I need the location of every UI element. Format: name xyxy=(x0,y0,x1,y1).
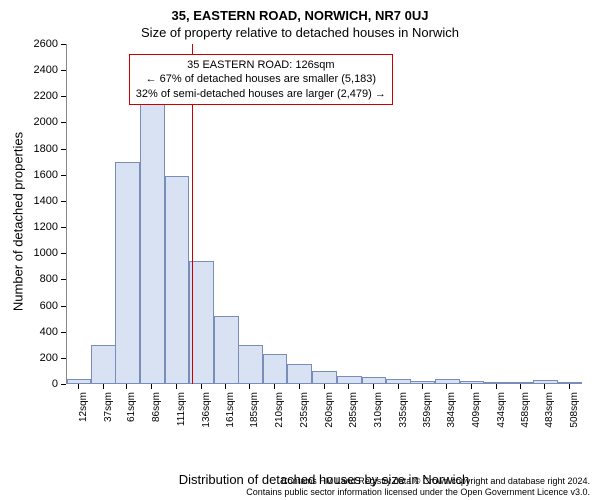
x-tick-mark xyxy=(569,384,570,389)
histogram-bar xyxy=(189,261,214,384)
plot-area: 35 EASTERN ROAD: 126sqm ← 67% of detache… xyxy=(66,44,581,384)
x-tick-label: 310sqm xyxy=(373,392,384,428)
chart-area: Number of detached properties 0200400600… xyxy=(66,44,582,424)
histogram-bar xyxy=(460,381,485,384)
x-tick-label: 37sqm xyxy=(103,392,114,422)
annotation-line3: 32% of semi-detached houses are larger (… xyxy=(136,87,386,101)
x-tick-label: 260sqm xyxy=(324,392,335,428)
y-tick-label: 2200 xyxy=(34,90,58,102)
histogram-bar xyxy=(214,316,239,384)
y-axis-label: Number of detached properties xyxy=(11,132,26,311)
footer-attribution: Contains HM Land Registry data © Crown c… xyxy=(246,476,590,498)
histogram-bar xyxy=(533,380,558,384)
histogram-bar xyxy=(115,162,140,384)
y-tick-label: 2400 xyxy=(34,64,58,76)
histogram-bar xyxy=(337,376,362,384)
x-tick-mark xyxy=(520,384,521,389)
histogram-bar xyxy=(91,345,116,384)
x-tick-mark xyxy=(422,384,423,389)
x-tick-mark xyxy=(103,384,104,389)
x-tick-mark xyxy=(471,384,472,389)
footer-line2: Contains public sector information licen… xyxy=(246,487,590,498)
x-tick-label: 434sqm xyxy=(496,392,507,428)
x-tick-label: 12sqm xyxy=(78,392,89,422)
y-tick-label: 1400 xyxy=(34,195,58,207)
x-tick-mark xyxy=(446,384,447,389)
annotation-box: 35 EASTERN ROAD: 126sqm ← 67% of detache… xyxy=(129,54,393,105)
x-tick-mark xyxy=(398,384,399,389)
y-tick-label: 1000 xyxy=(34,247,58,259)
x-tick-label: 483sqm xyxy=(544,392,555,428)
x-tick-label: 161sqm xyxy=(225,392,236,428)
x-tick-label: 235sqm xyxy=(299,392,310,428)
y-tick-label: 0 xyxy=(52,378,58,390)
x-tick-mark xyxy=(274,384,275,389)
x-tick-mark xyxy=(126,384,127,389)
y-tick-label: 200 xyxy=(40,352,58,364)
x-tick-mark xyxy=(544,384,545,389)
x-tick-mark xyxy=(78,384,79,389)
histogram-bar xyxy=(140,96,165,384)
x-tick-label: 210sqm xyxy=(274,392,285,428)
y-tick-label: 800 xyxy=(40,273,58,285)
annotation-line1: 35 EASTERN ROAD: 126sqm xyxy=(136,58,386,72)
histogram-bar xyxy=(558,382,583,384)
y-tick-label: 400 xyxy=(40,326,58,338)
page-title: 35, EASTERN ROAD, NORWICH, NR7 0UJ xyxy=(8,8,592,23)
x-tick-label: 335sqm xyxy=(398,392,409,428)
x-tick-label: 508sqm xyxy=(569,392,580,428)
x-tick-mark xyxy=(249,384,250,389)
y-tick-label: 1600 xyxy=(34,169,58,181)
histogram-bar xyxy=(312,371,337,384)
y-tick-mark xyxy=(61,384,66,385)
x-tick-mark xyxy=(496,384,497,389)
x-tick-label: 61sqm xyxy=(126,392,137,422)
x-tick-label: 359sqm xyxy=(422,392,433,428)
y-tick-label: 1200 xyxy=(34,221,58,233)
x-tick-mark xyxy=(151,384,152,389)
x-tick-label: 384sqm xyxy=(446,392,457,428)
histogram-bar xyxy=(238,345,263,384)
histogram-bar xyxy=(386,379,411,384)
y-tick-label: 2000 xyxy=(34,116,58,128)
histogram-bar xyxy=(435,379,460,384)
x-tick-mark xyxy=(201,384,202,389)
x-tick-mark xyxy=(299,384,300,389)
x-tick-mark xyxy=(324,384,325,389)
footer-line1: Contains HM Land Registry data © Crown c… xyxy=(246,476,590,487)
histogram-bar xyxy=(484,382,509,384)
x-tick-mark xyxy=(225,384,226,389)
histogram-bar xyxy=(165,176,190,384)
x-tick-label: 86sqm xyxy=(151,392,162,422)
y-tick-label: 2600 xyxy=(34,38,58,50)
histogram-bar xyxy=(67,379,92,384)
x-tick-mark xyxy=(373,384,374,389)
x-tick-label: 409sqm xyxy=(471,392,482,428)
histogram-bar xyxy=(263,354,288,384)
x-tick-label: 136sqm xyxy=(201,392,212,428)
x-tick-label: 285sqm xyxy=(348,392,359,428)
annotation-line2: ← 67% of detached houses are smaller (5,… xyxy=(136,72,386,86)
y-tick-label: 600 xyxy=(40,300,58,312)
x-tick-label: 458sqm xyxy=(520,392,531,428)
x-tick-mark xyxy=(348,384,349,389)
y-tick-label: 1800 xyxy=(34,143,58,155)
histogram-bar xyxy=(287,364,312,384)
x-tick-label: 185sqm xyxy=(249,392,260,428)
x-tick-mark xyxy=(176,384,177,389)
x-tick-label: 111sqm xyxy=(176,392,187,426)
chart-subtitle: Size of property relative to detached ho… xyxy=(8,25,592,40)
